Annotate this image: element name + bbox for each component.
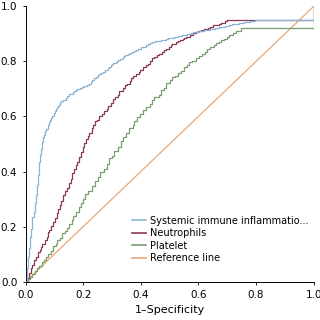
X-axis label: 1–Specificity: 1–Specificity: [134, 306, 205, 316]
Legend: Systemic immune inflammatio..., Neutrophils, Platelet, Reference line: Systemic immune inflammatio..., Neutroph…: [132, 216, 309, 263]
